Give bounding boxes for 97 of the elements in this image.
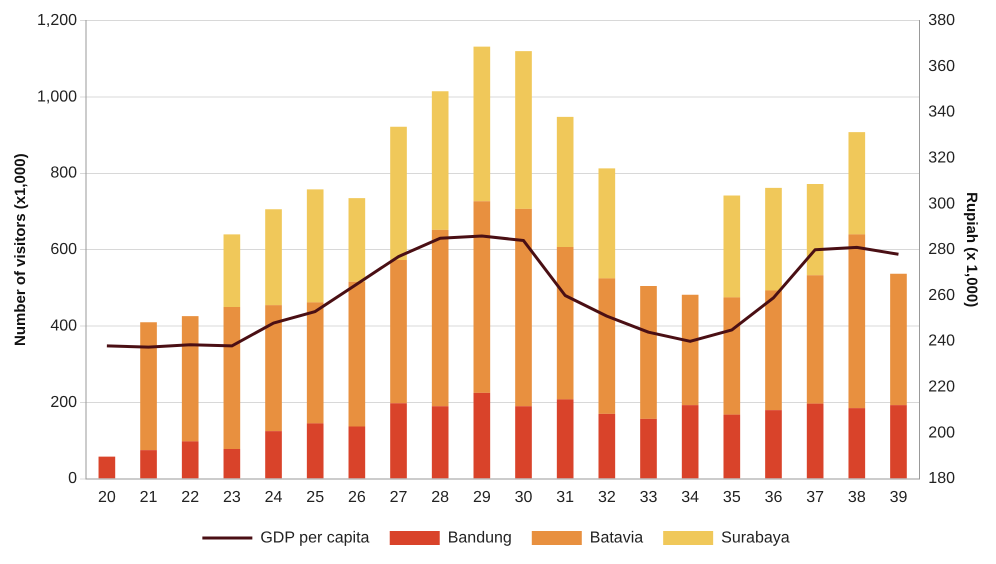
y2-tick-label: 320 [928, 149, 956, 166]
bar [140, 450, 157, 478]
y2-tick-label: 280 [928, 241, 956, 258]
y2-tick-label: 200 [928, 424, 956, 442]
bar [890, 274, 907, 406]
bar [765, 188, 782, 291]
y2-axis-title: Rupiah (x 1,000) [962, 192, 980, 308]
bar [306, 423, 324, 478]
bar [98, 456, 116, 478]
bar [182, 316, 199, 442]
legend-label: Batavia [590, 529, 644, 546]
bar [598, 168, 616, 278]
bar [265, 209, 282, 306]
bar [432, 91, 449, 230]
y-tick-label: 0 [68, 470, 78, 488]
bar [140, 322, 157, 450]
legend-label: Bandung [448, 529, 512, 546]
x-tick-label: 37 [806, 488, 824, 506]
y2-tick-label: 340 [928, 104, 956, 121]
bar [348, 282, 366, 426]
bar [224, 306, 240, 450]
x-tick-label: 20 [98, 488, 116, 506]
bar [806, 184, 824, 276]
x-tick-label: 34 [681, 488, 700, 506]
y2-tick-label: 380 [928, 12, 956, 30]
y-tick-label: 200 [50, 394, 78, 411]
bar [806, 275, 824, 404]
y2-tick-label: 180 [928, 470, 956, 488]
y2-tick-label: 220 [928, 378, 956, 396]
bar [848, 132, 866, 234]
x-tick-label: 22 [181, 488, 200, 506]
x-tick-label: 38 [848, 488, 866, 506]
bar [474, 201, 490, 393]
y2-tick-label: 240 [928, 332, 956, 350]
bar [265, 431, 282, 478]
y-tick-label: 400 [50, 317, 78, 334]
legend-label: Surabaya [721, 529, 790, 546]
bar [556, 247, 574, 400]
bar [682, 294, 698, 406]
bar [224, 449, 240, 478]
bar [723, 414, 740, 478]
y-axis-title: Number of visitors (x1,000) [12, 153, 30, 346]
bar [765, 290, 782, 410]
x-tick-label: 33 [640, 488, 658, 506]
x-tick-label: 31 [556, 488, 574, 506]
bar [348, 426, 366, 478]
y-tick-label: 1,000 [36, 88, 78, 106]
x-tick-label: 29 [472, 488, 491, 506]
y2-tick-label: 360 [928, 58, 956, 75]
legend-label: GDP per capita [260, 529, 370, 546]
bar [182, 441, 199, 478]
bar [640, 418, 657, 478]
x-tick-label: 28 [431, 488, 450, 506]
bar [848, 408, 866, 478]
bar [265, 305, 282, 432]
x-tick-label: 23 [222, 488, 241, 506]
y-tick-label: 800 [50, 164, 78, 182]
bar [556, 399, 574, 478]
bar [306, 302, 324, 424]
bar [224, 234, 240, 307]
x-tick-label: 24 [264, 488, 283, 506]
bar [598, 414, 616, 478]
x-tick-label: 26 [348, 488, 366, 506]
bar [348, 198, 366, 282]
y2-tick-label: 300 [928, 195, 956, 212]
bar [474, 392, 490, 478]
x-tick-label: 27 [390, 488, 408, 506]
y-tick-label: 600 [50, 241, 78, 258]
bar [806, 404, 824, 478]
bar [723, 297, 740, 415]
x-tick-label: 21 [140, 488, 158, 506]
bar [390, 126, 407, 260]
bar [432, 406, 449, 478]
bar [848, 234, 866, 408]
x-tick-label: 25 [306, 488, 324, 506]
x-tick-label: 35 [722, 488, 741, 506]
bar [640, 286, 657, 419]
bar [598, 278, 616, 414]
bar [306, 189, 324, 302]
bar [474, 46, 490, 202]
x-tick-label: 30 [514, 488, 533, 506]
bar [515, 208, 532, 406]
bar [556, 116, 574, 248]
bar [682, 405, 698, 478]
bar [723, 195, 740, 298]
x-tick-label: 36 [764, 488, 782, 506]
bar [890, 405, 907, 478]
bar [432, 230, 449, 406]
y2-tick-label: 260 [928, 286, 956, 304]
bar [515, 406, 532, 478]
y-tick-label: 1,200 [36, 12, 78, 30]
x-tick-label: 32 [598, 488, 616, 506]
bar [765, 410, 782, 478]
bar [515, 51, 532, 209]
bar [390, 260, 407, 404]
x-tick-label: 39 [890, 488, 908, 506]
bar [390, 403, 407, 478]
